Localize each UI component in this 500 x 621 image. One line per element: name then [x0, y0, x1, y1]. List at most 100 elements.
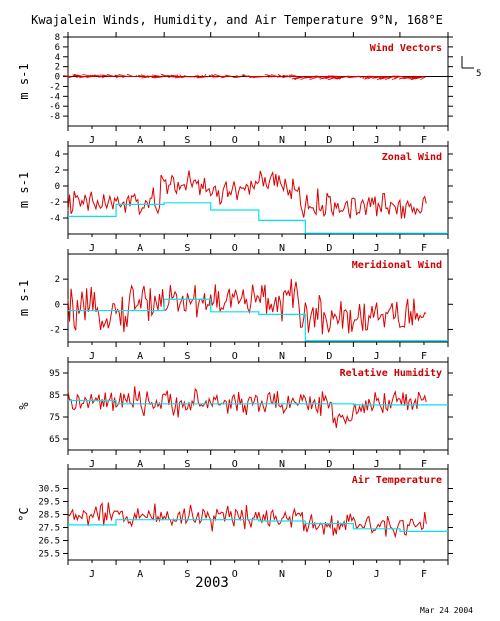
wind-vector [212, 76, 221, 78]
y-tick-label: 25.5 [38, 550, 60, 560]
wind-vector [106, 73, 115, 77]
wind-vector [153, 76, 165, 79]
y-tick-label: 2 [55, 275, 60, 285]
x-tick-label: J [89, 135, 95, 146]
wind-vector [163, 75, 168, 77]
x-tick-label: F [421, 351, 427, 362]
x-tick-label: J [374, 243, 380, 254]
wind-vector [209, 75, 217, 77]
wind-vector [232, 76, 235, 78]
x-tick-label: J [89, 351, 95, 362]
wind-vector [420, 76, 427, 81]
plot-frame [67, 145, 449, 235]
wind-vector [415, 76, 424, 79]
wind-vector [204, 73, 207, 77]
wind-vector [152, 76, 159, 78]
wind-vector [408, 76, 418, 80]
x-tick-label: D [326, 243, 332, 254]
x-tick-label: F [421, 459, 427, 470]
wind-vector [201, 74, 204, 77]
x-tick-label: A [137, 569, 143, 580]
x-tick-label: O [232, 351, 238, 362]
y-tick-label: 95 [49, 369, 60, 379]
x-tick-label: J [374, 135, 380, 146]
panel-4: J A S O N D J F 65 75 85 95% Relative Humidity [17, 357, 453, 470]
x-tick-label: F [421, 135, 427, 146]
y-axis-label: °C [17, 507, 31, 521]
y-tick-label: 0 [55, 300, 60, 310]
y-tick-label: 85 [49, 391, 60, 401]
x-tick-label: A [137, 459, 143, 470]
y-axis-label: m s-1 [17, 63, 31, 99]
x-tick-label: S [184, 243, 190, 254]
y-tick-label: 2 [55, 63, 60, 73]
x-tick-label: D [326, 351, 332, 362]
chart-title: Kwajalein Winds, Humidity, and Air Tempe… [31, 13, 443, 27]
y-axis-label: % [17, 402, 31, 410]
panel-3: J A S O N D J F -2 0 2 m s-1 Meridional Wind [17, 249, 453, 362]
y-tick-label: 30.5 [38, 485, 60, 495]
x-tick-label: O [232, 243, 238, 254]
y-axis-label: m s-1 [17, 172, 31, 208]
wind-vector [357, 75, 362, 77]
wind-vector [282, 76, 287, 79]
wind-vector [146, 75, 155, 77]
wind-vector [181, 76, 186, 79]
wind-vector [151, 74, 162, 77]
monthly-mean-line [68, 202, 448, 234]
y-tick-label: 6 [55, 43, 60, 53]
monthly-mean-line [68, 519, 448, 532]
wind-vector [63, 75, 72, 77]
wind-vector [166, 74, 176, 77]
x-tick-label: S [184, 569, 190, 580]
plot-frame [67, 361, 449, 451]
panel-title: Relative Humidity [340, 367, 442, 379]
x-tick-label: J [374, 569, 380, 580]
y-tick-label: 2 [55, 166, 60, 176]
daily-series-line [67, 386, 427, 428]
date-stamp: Mar 24 2004 [420, 606, 473, 615]
x-tick-label: S [184, 459, 190, 470]
panel-1: J A S O N D J F -8 -4 0 4 8 -6 -2 2 6 m s-1 Wind Vectors 5 [17, 32, 481, 146]
wind-vector [403, 76, 416, 80]
x-tick-label: J [374, 351, 380, 362]
wind-vector [196, 74, 201, 77]
wind-vector [114, 74, 123, 77]
y-tick-label: 4 [55, 150, 60, 160]
y-tick-label: 29.5 [38, 498, 60, 508]
y-tick-label: -2 [49, 82, 60, 92]
wind-vector [68, 76, 73, 79]
wind-vector [331, 76, 338, 79]
panel-title: Wind Vectors [370, 42, 442, 54]
wind-vector [399, 76, 413, 80]
y-tick-label: -2 [49, 325, 60, 335]
wind-vector [315, 75, 321, 77]
wind-vector [197, 76, 208, 79]
monthly-mean-line [68, 298, 448, 342]
x-tick-label: N [279, 135, 285, 146]
daily-series-line [67, 278, 427, 335]
x-tick-label: D [326, 569, 332, 580]
wind-vector [101, 76, 106, 79]
x-tick-label: F [421, 243, 427, 254]
wind-vector [75, 76, 78, 78]
wind-vector [94, 75, 103, 77]
x-tick-label: N [279, 569, 285, 580]
wind-vector [376, 76, 388, 81]
wind-vector [379, 76, 393, 80]
wind-vector [359, 76, 368, 78]
x-tick-label: F [421, 569, 427, 580]
x-tick-label: O [232, 135, 238, 146]
x-tick-label: J [89, 569, 95, 580]
wind-vector [234, 76, 242, 79]
x-tick-label: S [184, 135, 190, 146]
wind-vector [98, 76, 104, 78]
panel-title: Air Temperature [352, 474, 442, 486]
y-tick-label: 65 [49, 435, 60, 445]
wind-vector [290, 74, 298, 77]
wind-vector [414, 76, 425, 80]
y-tick-label: 75 [49, 413, 60, 423]
y-tick-label: 4 [55, 53, 60, 63]
wind-vector [337, 76, 349, 78]
panel-title: Meridional Wind [352, 259, 442, 271]
